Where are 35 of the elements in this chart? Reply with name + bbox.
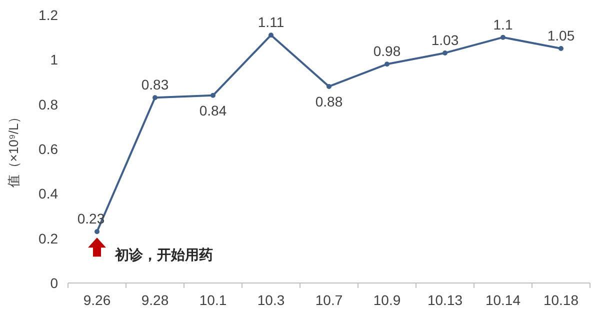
point [384, 62, 390, 67]
data-label: 1.1 [493, 16, 513, 32]
y-axis-title: 值（×10⁹/L） [6, 110, 21, 188]
point [152, 95, 158, 100]
point [442, 50, 448, 56]
x-tick-label: 9.28 [141, 292, 169, 308]
x-tick-label: 10.14 [485, 292, 521, 308]
y-tick-label: 0 [50, 275, 58, 291]
x-tick-label: 10.3 [257, 292, 285, 308]
data-label: 0.84 [199, 102, 227, 118]
point [326, 84, 332, 89]
x-tick-label: 10.9 [373, 292, 401, 308]
x-tick-label: 10.7 [315, 292, 343, 308]
data-label: 0.98 [373, 43, 401, 60]
data-label: 0.88 [315, 93, 343, 110]
x-tick-label: 10.18 [543, 292, 579, 308]
y-tick-label: 0.2 [38, 230, 58, 246]
data-label: 1.11 [258, 14, 284, 30]
x-tick-label: 10.1 [199, 292, 227, 308]
y-tick-label: 0.4 [38, 186, 58, 202]
point [210, 92, 216, 98]
point [268, 32, 274, 38]
x-tick-label: 9.26 [83, 292, 111, 308]
data-label: 1.03 [431, 32, 459, 48]
point [558, 46, 564, 51]
y-tick-label: 1 [50, 52, 58, 68]
data-label: 1.05 [547, 28, 575, 44]
x-tick-label: 10.13 [427, 292, 463, 308]
y-tick-label: 0.8 [38, 96, 58, 112]
point [94, 229, 100, 234]
y-tick-label: 0.6 [38, 141, 58, 157]
point [500, 34, 506, 40]
data-label: 0.83 [141, 76, 169, 93]
annotation: 初诊，开始用药 [114, 246, 213, 263]
y-tick-label: 1.2 [38, 7, 58, 23]
